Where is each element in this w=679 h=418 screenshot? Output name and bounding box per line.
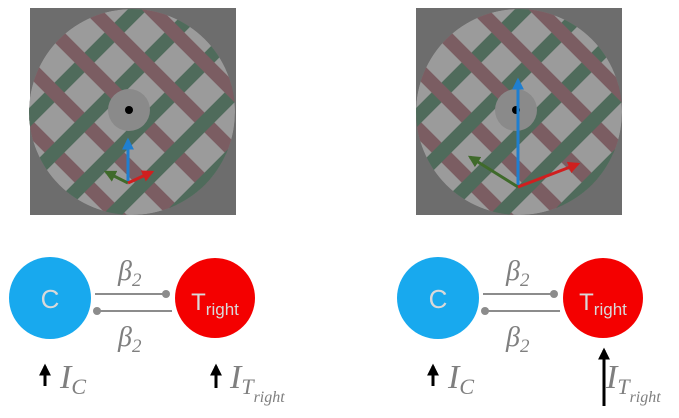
input-symbol: I — [59, 359, 73, 396]
input-sub: T — [241, 374, 255, 399]
input-symbol: I — [447, 359, 461, 396]
node-label-main: T — [579, 289, 594, 316]
node-label: Tright — [579, 289, 627, 319]
coupling-symbol: β — [505, 322, 520, 353]
node-c — [397, 257, 479, 339]
input-symbol: I — [229, 359, 243, 396]
node-t — [563, 258, 643, 338]
input-label: IC — [59, 359, 86, 399]
coupling-end — [481, 307, 489, 315]
input-sub: C — [459, 374, 474, 399]
coupling-label: β2 — [505, 256, 530, 291]
coupling-sub: 2 — [520, 336, 530, 357]
coupling-end — [93, 307, 101, 315]
stripe — [634, 0, 679, 260]
coupling-label: β2 — [117, 322, 142, 357]
node-label-sub: right — [594, 300, 627, 319]
input-sub: T — [617, 374, 631, 399]
fixation-dot — [125, 106, 133, 114]
stripe — [449, 9, 622, 215]
coupling-sub: 2 — [520, 270, 530, 291]
node-label: C — [41, 284, 60, 314]
coupling-symbol: β — [117, 322, 132, 353]
node-c — [9, 257, 91, 339]
stripe — [29, 9, 192, 215]
input-label: ITright — [605, 359, 661, 406]
axis-arrow — [103, 170, 129, 185]
input-label: ITright — [229, 359, 285, 406]
node-label: C — [429, 284, 448, 314]
node-label: Tright — [191, 289, 239, 319]
stripe — [416, 9, 579, 215]
coupling-symbol: β — [117, 256, 132, 287]
input-symbol: I — [605, 359, 619, 396]
axis-arrow — [517, 161, 581, 189]
coupling-sub: 2 — [132, 336, 142, 357]
node-label-sub: right — [206, 300, 239, 319]
axis-arrow — [467, 155, 519, 189]
coupling-label: β2 — [505, 322, 530, 357]
node-t — [175, 258, 255, 338]
stripe — [62, 9, 235, 215]
input-sub: C — [71, 374, 86, 399]
input-subsub: right — [254, 389, 286, 406]
input-subsub: right — [630, 389, 662, 406]
node-label-main: T — [191, 289, 206, 316]
coupling-sub: 2 — [132, 270, 142, 291]
input-label: IC — [447, 359, 474, 399]
coupling-end — [162, 290, 170, 298]
coupling-end — [550, 290, 558, 298]
coupling-symbol: β — [505, 256, 520, 287]
coupling-label: β2 — [117, 256, 142, 291]
axis-arrow — [127, 170, 155, 185]
